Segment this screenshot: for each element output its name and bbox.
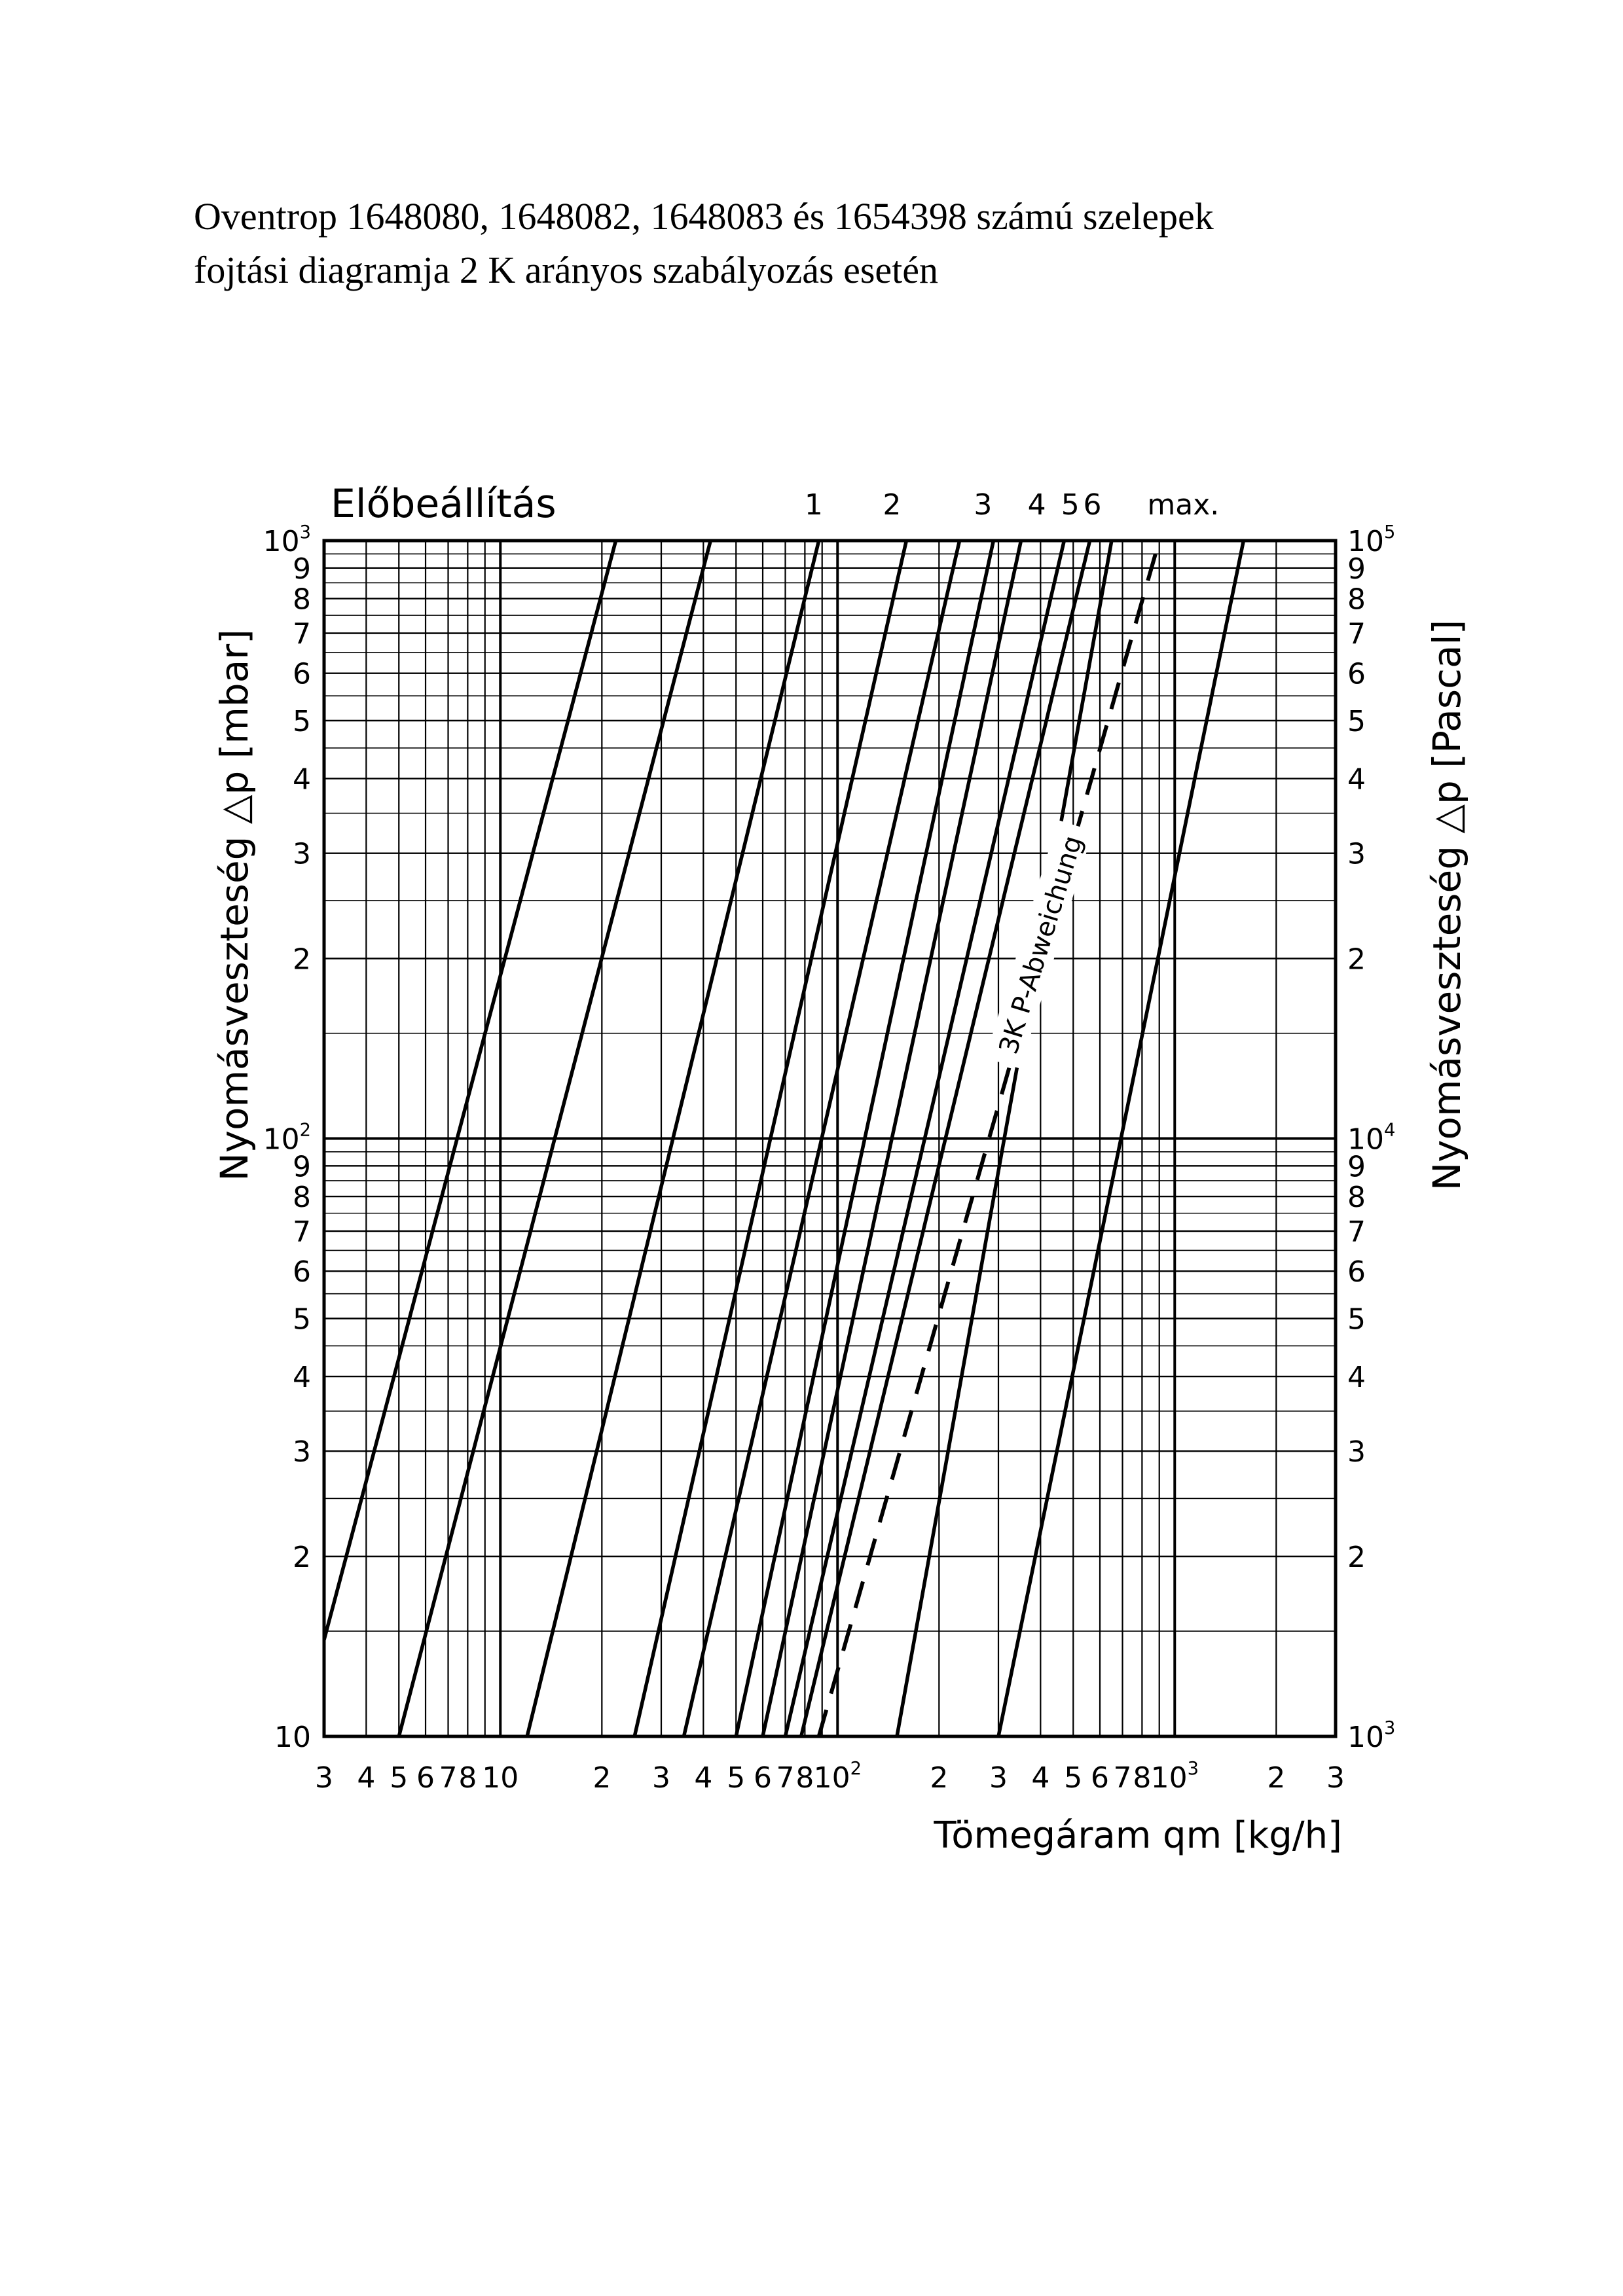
x-tick-label: 4 bbox=[694, 1761, 712, 1795]
series-line-10 bbox=[895, 541, 1114, 1736]
preset-label: 2 bbox=[883, 488, 901, 522]
x-tick-label: 3 bbox=[652, 1761, 670, 1795]
series-line-3 bbox=[525, 541, 821, 1736]
series-line-6 bbox=[734, 541, 996, 1736]
x-tick-label: 3 bbox=[1326, 1761, 1345, 1795]
curve-annotation: 3K P-Abweichung bbox=[985, 819, 1093, 1069]
x-tick-label: 5 bbox=[727, 1761, 745, 1795]
y-tick-label-right: 2 bbox=[1347, 943, 1366, 977]
y-tick-label-left: 9 bbox=[293, 552, 311, 586]
y-tick-label-right: 7 bbox=[1347, 1215, 1366, 1249]
curve-annotation-background bbox=[985, 819, 1093, 1069]
y-tick-label-right: 4 bbox=[1347, 1361, 1366, 1394]
x-tick-label: 103 bbox=[1151, 1759, 1199, 1795]
y-tick-label-left: 4 bbox=[293, 763, 311, 797]
y-tick-label-left: 2 bbox=[293, 1541, 311, 1574]
y-tick-label-left: 3 bbox=[293, 1435, 311, 1469]
x-tick-label: 3 bbox=[315, 1761, 333, 1795]
x-axis-title: Tömegáram qm [kg/h] bbox=[933, 1814, 1342, 1857]
series-line-2 bbox=[397, 541, 712, 1736]
y-tick-label-right: 105 bbox=[1347, 522, 1395, 558]
y-tick-label-left: 4 bbox=[293, 1361, 311, 1394]
x-tick-label: 4 bbox=[1031, 1761, 1049, 1795]
preset-label: max. bbox=[1147, 488, 1219, 522]
y-axis-title-left: Nyomásveszteség △p [mbar] bbox=[212, 629, 257, 1181]
x-tick-label: 5 bbox=[390, 1761, 408, 1795]
series-line-1 bbox=[324, 541, 618, 1641]
y-tick-label-right: 8 bbox=[1347, 583, 1366, 617]
series-line-8 bbox=[783, 541, 1067, 1736]
y-tick-label-left: 6 bbox=[293, 1255, 311, 1289]
y-tick-label-right: 3 bbox=[1347, 1435, 1366, 1469]
axis-labels: Előbeállítás Tömegáram qm [kg/h] Nyomásv… bbox=[212, 481, 1469, 1857]
y-tick-label-right: 8 bbox=[1347, 1181, 1366, 1214]
presetting-label: Előbeállítás bbox=[331, 481, 556, 527]
series-lines bbox=[324, 541, 1246, 1736]
x-tick-label: 8 bbox=[795, 1761, 814, 1795]
x-tick-label: 2 bbox=[593, 1761, 611, 1795]
y-tick-label-left: 8 bbox=[293, 583, 311, 617]
y-tick-label-right: 5 bbox=[1347, 705, 1366, 738]
x-tick-label: 2 bbox=[1267, 1761, 1285, 1795]
y-tick-label-left: 6 bbox=[293, 658, 311, 691]
preset-label: 3 bbox=[974, 488, 992, 522]
x-tick-label: 8 bbox=[1133, 1761, 1151, 1795]
y-tick-label-left: 9 bbox=[293, 1150, 311, 1183]
grid bbox=[323, 539, 1337, 1738]
series-line-12 bbox=[816, 541, 1161, 1736]
x-tick-label: 5 bbox=[1064, 1761, 1082, 1795]
x-tick-label: 6 bbox=[416, 1761, 435, 1795]
preset-label: 6 bbox=[1084, 488, 1102, 522]
y-tick-label-left: 10 bbox=[274, 1721, 311, 1754]
y-axis-title-right: Nyomásveszteség △p [Pascal] bbox=[1425, 620, 1469, 1191]
x-tick-label: 8 bbox=[458, 1761, 477, 1795]
preset-label: 4 bbox=[1028, 488, 1046, 522]
preset-label: 5 bbox=[1061, 488, 1080, 522]
plot-frame bbox=[322, 539, 1338, 1738]
y-tick-label-right: 6 bbox=[1347, 658, 1366, 691]
y-tick-label-left: 2 bbox=[293, 943, 311, 977]
y-tick-label-right: 2 bbox=[1347, 1541, 1366, 1574]
y-tick-label-right: 6 bbox=[1347, 1255, 1366, 1289]
x-tick-label: 2 bbox=[930, 1761, 948, 1795]
y-tick-label-right: 5 bbox=[1347, 1302, 1366, 1336]
page-title: Oventrop 1648080, 1648082, 1648083 és 16… bbox=[194, 190, 1503, 297]
y-tick-label-left: 102 bbox=[263, 1121, 311, 1157]
x-tick-label: 10 bbox=[482, 1761, 519, 1795]
y-tick-label-right: 4 bbox=[1347, 763, 1366, 797]
y-tick-label-right: 104 bbox=[1347, 1121, 1395, 1157]
x-tick-label: 7 bbox=[1114, 1761, 1132, 1795]
y-tick-label-left: 7 bbox=[293, 1215, 311, 1249]
y-tick-label-right: 9 bbox=[1347, 1150, 1366, 1183]
y-tick-label-right: 3 bbox=[1347, 838, 1366, 871]
page-title-line-2: fojtási diagramja 2 K arányos szabályozá… bbox=[194, 249, 939, 291]
page-title-line-1: Oventrop 1648080, 1648082, 1648083 és 16… bbox=[194, 195, 1214, 238]
preset-label: 1 bbox=[805, 488, 823, 522]
x-tick-label: 7 bbox=[776, 1761, 795, 1795]
series-line-9 bbox=[799, 541, 1092, 1736]
y-tick-label-left: 103 bbox=[263, 522, 311, 558]
series-line-11 bbox=[996, 541, 1246, 1736]
y-tick-label-left: 8 bbox=[293, 1181, 311, 1214]
y-tick-label-left: 5 bbox=[293, 705, 311, 738]
x-tick-label: 6 bbox=[754, 1761, 772, 1795]
y-tick-label-left: 5 bbox=[293, 1302, 311, 1336]
series-line-7 bbox=[761, 541, 1023, 1736]
y-tick-label-right: 7 bbox=[1347, 618, 1366, 651]
y-tick-label-left: 7 bbox=[293, 618, 311, 651]
y-tick-label-right: 9 bbox=[1347, 552, 1366, 586]
series-line-5 bbox=[682, 541, 962, 1736]
x-tick-label: 7 bbox=[439, 1761, 458, 1795]
x-tick-label: 3 bbox=[989, 1761, 1008, 1795]
x-tick-label: 6 bbox=[1091, 1761, 1109, 1795]
x-tick-label: 102 bbox=[814, 1759, 862, 1795]
series-line-4 bbox=[632, 541, 909, 1736]
x-tick-label: 4 bbox=[357, 1761, 375, 1795]
y-tick-label-left: 3 bbox=[293, 838, 311, 871]
y-tick-label-right: 103 bbox=[1347, 1718, 1395, 1754]
